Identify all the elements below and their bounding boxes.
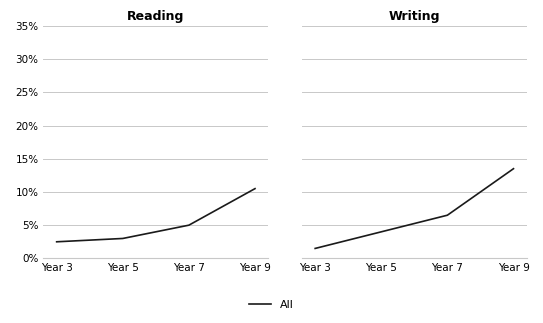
Legend: All: All [244,295,299,314]
Title: Reading: Reading [127,10,185,23]
Title: Writing: Writing [389,10,440,23]
